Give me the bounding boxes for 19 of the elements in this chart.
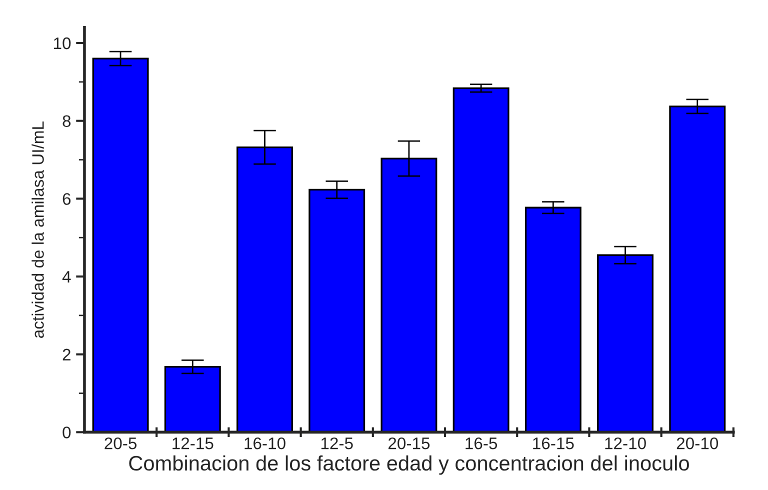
y-tick-label: 4 xyxy=(62,271,71,283)
y-tick-label: 6 xyxy=(62,193,71,205)
y-axis-title: actividad de la amilasa UI/mL xyxy=(32,122,44,338)
x-tick-label: 12-10 xyxy=(605,437,646,450)
y-tick-label: 0 xyxy=(62,426,71,438)
x-tick-label: 16-10 xyxy=(244,437,286,450)
bar xyxy=(524,206,582,432)
x-tick-label: 16-5 xyxy=(466,437,498,450)
x-tick-label: 20-10 xyxy=(676,437,718,450)
y-tick-label: 8 xyxy=(62,115,71,128)
bar xyxy=(452,87,510,432)
y-tick-label: 2 xyxy=(62,348,70,360)
x-tick-label: 20-15 xyxy=(388,437,430,450)
x-tick-label: 12-5 xyxy=(321,437,353,450)
x-tick-label: 20-5 xyxy=(104,437,137,450)
x-tick-label: 16-15 xyxy=(533,437,574,450)
x-axis-title: Combinacion de los factore edad y concentracion del inoculo xyxy=(129,455,689,475)
y-tick-label: 10 xyxy=(54,37,71,50)
x-tick-label: 12-15 xyxy=(172,437,214,450)
